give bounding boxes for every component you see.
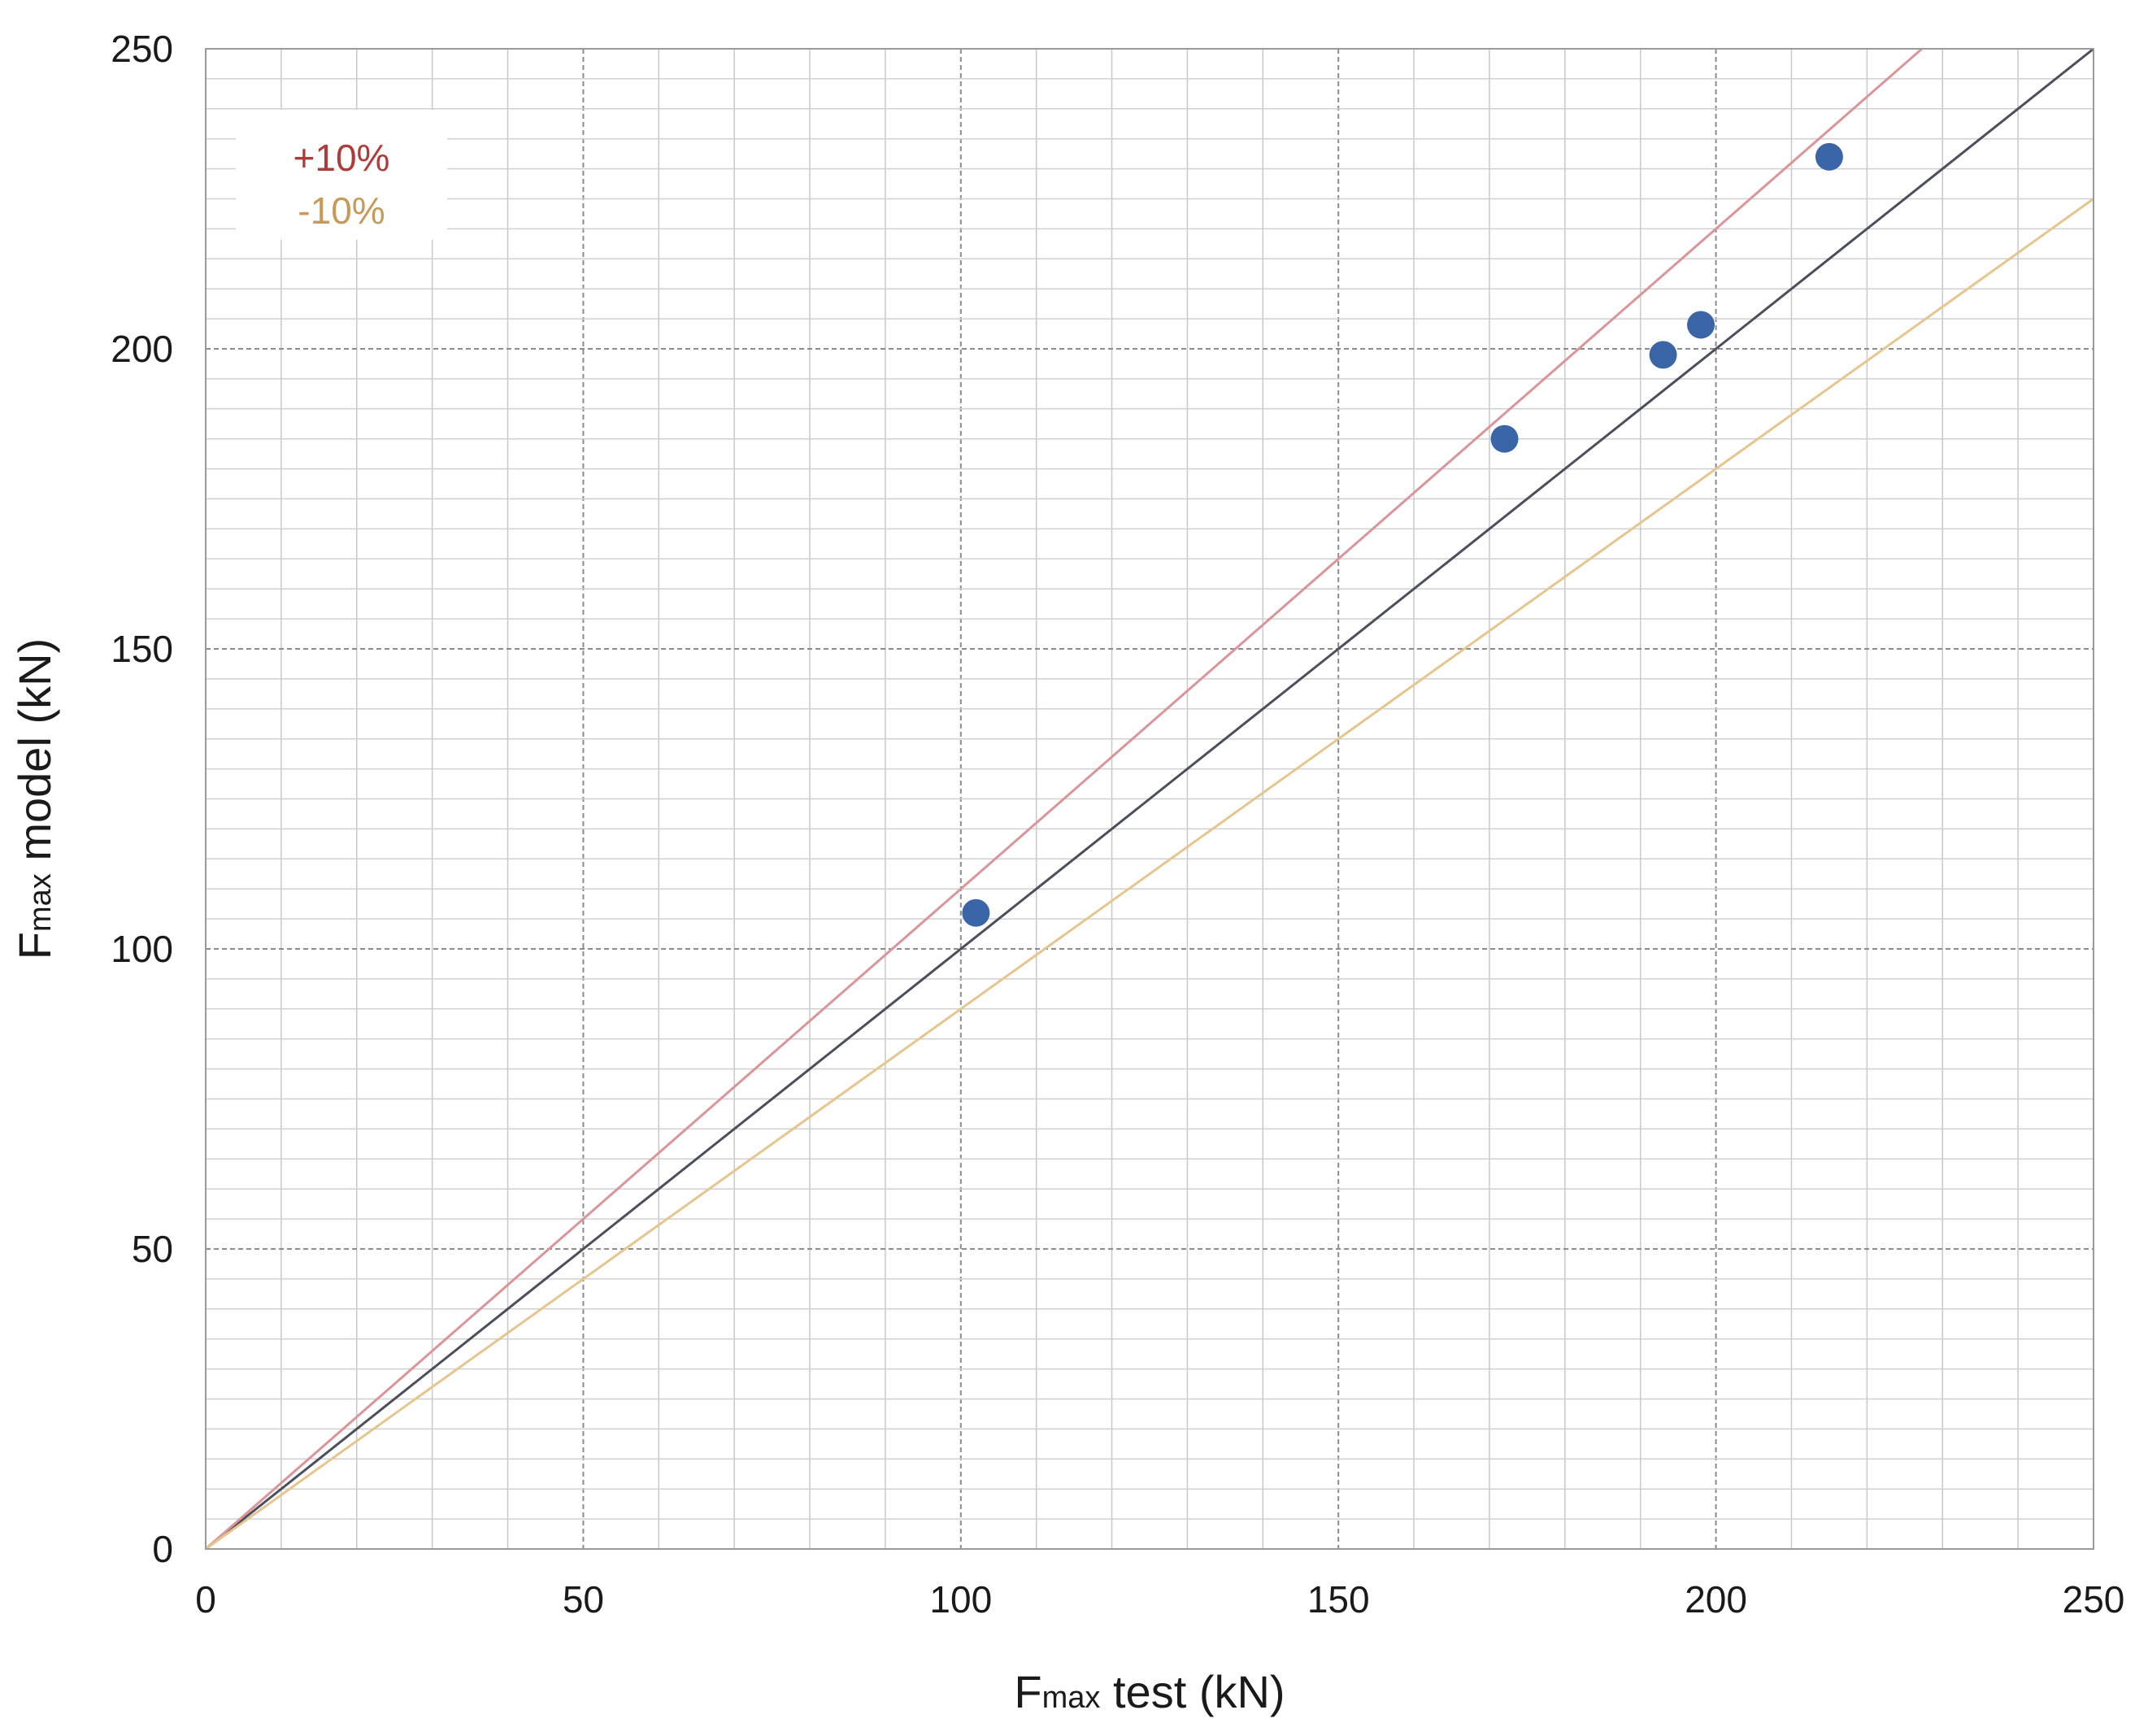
- x-tick-label: 50: [563, 1578, 604, 1621]
- tick-labels: 0 50 100 150 200 250 0 50 100 150 200 250: [111, 28, 2124, 1621]
- legend-background: [236, 110, 447, 240]
- x-tick-label: 250: [2063, 1578, 2125, 1621]
- y-tick-label: 50: [132, 1228, 173, 1270]
- y-tick-label: 250: [111, 28, 173, 70]
- data-point-4: [1815, 142, 1843, 171]
- y-tick-label: 100: [111, 928, 173, 970]
- x-axis-title-rest: test (kN): [1100, 1666, 1285, 1717]
- data-point-1: [1490, 424, 1519, 453]
- x-tick-label: 200: [1685, 1578, 1747, 1621]
- y-tick-label: 0: [152, 1528, 173, 1570]
- x-axis-title-main: F: [1014, 1666, 1041, 1717]
- reference-line-1: [205, 47, 1923, 1551]
- x-tick-label: 0: [195, 1578, 216, 1621]
- y-axis-title-rest: model (kN): [9, 638, 60, 873]
- reference-line-2: [205, 198, 2094, 1551]
- data-point-3: [1687, 311, 1715, 339]
- reference-lines: [205, 47, 2094, 1551]
- legend-entry-minus-10: -10%: [298, 189, 385, 232]
- y-tick-label: 150: [111, 628, 173, 670]
- legend: +10% -10%: [236, 110, 447, 240]
- y-axis-title: Fmax model (kN): [9, 638, 60, 959]
- reference-line-0: [205, 47, 2094, 1551]
- data-point-0: [962, 898, 990, 927]
- legend-entry-plus-10: +10%: [294, 137, 390, 179]
- x-tick-label: 100: [929, 1578, 992, 1621]
- data-points: [962, 142, 1843, 927]
- y-axis-title-sub: max: [24, 873, 58, 932]
- x-axis-title: Fmax test (kN): [1014, 1666, 1285, 1717]
- x-tick-label: 150: [1307, 1578, 1370, 1621]
- x-axis-title-sub: max: [1042, 1681, 1101, 1715]
- plot-frame: [205, 48, 2094, 1550]
- y-tick-label: 200: [111, 328, 173, 370]
- data-point-2: [1649, 341, 1677, 369]
- y-axis-title-main: F: [9, 932, 60, 959]
